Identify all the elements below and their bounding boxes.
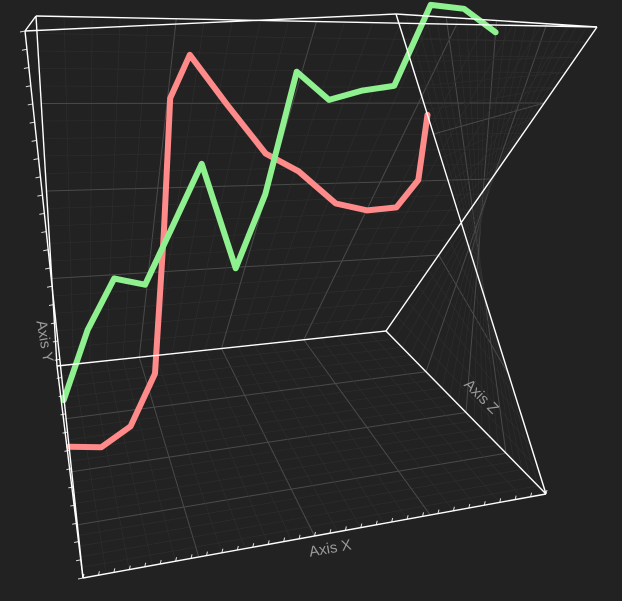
series-line-2 xyxy=(60,1,499,404)
grid-line xyxy=(401,25,578,348)
grid-line xyxy=(319,337,454,511)
grid-line xyxy=(59,347,403,388)
grid-line xyxy=(418,72,566,87)
series-lines xyxy=(60,1,499,451)
y-tick xyxy=(19,30,26,33)
y-tick xyxy=(35,176,41,179)
grid-line xyxy=(68,404,459,462)
grid-line xyxy=(39,68,566,73)
grid-line xyxy=(433,102,545,135)
frame-edge xyxy=(385,330,547,495)
frame-edge xyxy=(24,13,397,32)
grid-line xyxy=(237,346,338,532)
grid-line xyxy=(336,25,514,337)
grid-line xyxy=(303,24,458,340)
y-tick xyxy=(21,48,28,51)
grid-line xyxy=(66,387,443,441)
y-tick xyxy=(29,121,35,124)
grid-line xyxy=(64,379,435,430)
grid-line xyxy=(369,26,570,333)
grid-line xyxy=(425,23,548,372)
y-axis-label: Axis Y xyxy=(32,319,56,364)
grid-line xyxy=(440,117,534,159)
box-frame xyxy=(24,13,598,579)
grid-line xyxy=(237,21,345,347)
grid-line xyxy=(40,85,555,89)
grid-line xyxy=(37,33,587,43)
grid-line xyxy=(287,341,408,520)
frame-edge xyxy=(395,13,547,495)
grid-line xyxy=(352,25,542,335)
grid-line xyxy=(287,23,429,342)
grid-line xyxy=(352,334,500,503)
grid-line xyxy=(41,102,545,104)
grid-line xyxy=(448,133,524,183)
grid-line xyxy=(270,23,401,344)
y-tick xyxy=(39,212,45,215)
y-tick xyxy=(43,249,49,252)
frame-edge xyxy=(82,493,547,579)
y-tick xyxy=(25,85,31,88)
grid-line xyxy=(42,117,534,122)
y-tick xyxy=(33,158,39,161)
grid-line xyxy=(60,355,411,399)
grid-line xyxy=(336,336,477,507)
x-axis-label: Axis X xyxy=(308,537,353,561)
y-tick xyxy=(37,194,43,197)
grid-line xyxy=(303,339,431,516)
y-tick xyxy=(46,285,53,288)
grid-line xyxy=(369,332,524,499)
grid-line xyxy=(409,24,568,356)
grid-line xyxy=(58,338,395,377)
frame-edge xyxy=(24,15,37,32)
frame-edge xyxy=(56,330,387,367)
grid-line xyxy=(270,343,385,524)
frame-edge xyxy=(35,15,58,367)
grid-line xyxy=(67,395,451,452)
series-line-1 xyxy=(66,51,431,451)
y-tick xyxy=(27,103,33,106)
grid-line xyxy=(69,412,467,473)
grid-line xyxy=(425,87,555,111)
y-tick xyxy=(31,139,37,142)
grid-line xyxy=(319,24,486,339)
grid-line xyxy=(38,50,576,58)
y-tick xyxy=(66,468,72,471)
y-tick xyxy=(56,376,62,379)
y-tick xyxy=(77,577,84,580)
grid-line xyxy=(455,148,513,207)
grid-line xyxy=(62,363,419,409)
frame-edge xyxy=(385,26,598,332)
y-tick xyxy=(23,66,29,69)
y-tick xyxy=(45,267,51,270)
frame-edge xyxy=(35,15,598,28)
grid-lines xyxy=(35,13,598,579)
y-tick xyxy=(41,231,47,234)
grid-line xyxy=(63,371,427,420)
grid-line xyxy=(254,344,362,528)
grid-line xyxy=(393,26,588,340)
frame-edge xyxy=(395,13,598,28)
y-tick xyxy=(50,322,57,325)
grid-line xyxy=(403,37,587,43)
